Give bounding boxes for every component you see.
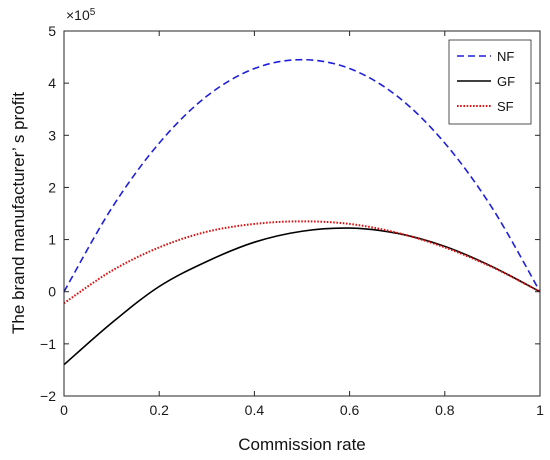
x-tick-label: 0.8 — [435, 402, 455, 418]
legend: NF GF SF — [448, 39, 532, 125]
series-layer — [63, 58, 541, 366]
x-tick-label: 0 — [60, 402, 68, 418]
y-exponent-power: 5 — [90, 7, 96, 18]
axes: 0 0.2 0.4 0.6 0.8 1 −2 −1 0 1 2 3 4 5 — [40, 23, 544, 418]
x-tick-label: 0.4 — [245, 402, 265, 418]
y-tick-label: 5 — [48, 23, 56, 39]
y-exponent-base: ×10 — [66, 7, 90, 23]
legend-label-nf: NF — [497, 49, 514, 64]
x-axis-label: Commission rate — [238, 435, 366, 454]
legend-box — [448, 39, 532, 125]
x-tick-label: 1 — [536, 402, 544, 418]
y-tick-label: −1 — [40, 336, 56, 352]
y-exponent-label: ×105 — [66, 7, 96, 24]
y-tick-label: 3 — [48, 127, 56, 143]
legend-label-sf: SF — [497, 99, 514, 114]
y-tick-label: 1 — [48, 232, 56, 248]
y-tick-label: 4 — [48, 75, 56, 91]
legend-label-gf: GF — [497, 74, 515, 89]
series-line-nf — [63, 58, 541, 293]
x-tick-label: 0.6 — [340, 402, 360, 418]
x-tick-label: 0.2 — [149, 402, 169, 418]
y-tick-label: −2 — [40, 388, 56, 404]
series-line-sf — [63, 220, 541, 305]
y-tick-label: 0 — [48, 284, 56, 300]
y-axis-label: The brand manufacturer’ s profit — [9, 92, 28, 334]
plot-frame — [63, 30, 541, 397]
y-tick-label: 2 — [48, 179, 56, 195]
